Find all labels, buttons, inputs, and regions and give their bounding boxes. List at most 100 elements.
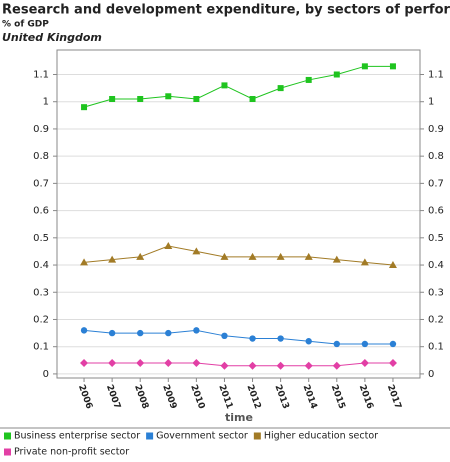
y2-tick-label: 0.2 [428, 314, 444, 325]
point [221, 82, 228, 89]
point [277, 85, 284, 92]
point [249, 95, 256, 102]
y-tick-label: 0.3 [33, 287, 49, 298]
point [108, 329, 116, 337]
point [108, 255, 117, 263]
y-tick-label: 0.6 [33, 206, 49, 217]
point [332, 255, 341, 263]
point [305, 338, 312, 345]
x-tick-label: 2014 [301, 383, 319, 410]
x-tick-label: 2007 [104, 383, 122, 410]
x-tick-label: 2012 [244, 383, 262, 410]
y-tick-label: 0.1 [33, 342, 49, 353]
point [360, 258, 369, 266]
y2-tick-label: 0 [428, 369, 434, 380]
y2-tick-label: 1.1 [428, 69, 444, 80]
series-line [83, 65, 393, 108]
point [164, 241, 173, 249]
y-tick-label: 0.8 [33, 151, 49, 162]
legend-swatch [253, 432, 261, 440]
point [193, 95, 200, 102]
series-line [84, 362, 393, 367]
point [248, 252, 257, 260]
point [165, 93, 172, 100]
point [137, 329, 144, 337]
y-tick-label: 0.5 [33, 233, 49, 244]
y-tick-label: 0.7 [33, 178, 49, 189]
y2-tick-label: 0.5 [428, 233, 444, 244]
x-tick-label: 2006 [76, 383, 94, 410]
legend-label: Government sector [156, 431, 248, 442]
y-tick-label: 0.4 [33, 260, 49, 271]
point [221, 332, 228, 340]
x-tick-label: 2009 [160, 383, 178, 410]
y2-tick-label: 0.8 [428, 151, 444, 162]
point [248, 361, 257, 370]
point [136, 359, 145, 368]
point [109, 95, 116, 102]
point [249, 335, 256, 342]
chart-subtitle: % of GDP [2, 20, 49, 30]
point [276, 252, 285, 260]
x-axis-label: time [225, 411, 253, 424]
point [304, 361, 313, 370]
point [81, 104, 88, 111]
point [333, 71, 340, 78]
x-tick-label: 2015 [329, 383, 347, 410]
y-tick-label: 1.1 [33, 69, 49, 80]
point [80, 359, 89, 368]
point [80, 327, 88, 334]
legend-label: Private non-profit sector [14, 447, 129, 458]
x-tick-label: 2017 [385, 383, 403, 410]
y-tick-label: 0 [43, 369, 49, 380]
point [193, 327, 200, 334]
point [137, 95, 144, 102]
point [333, 340, 340, 348]
point [389, 63, 396, 70]
x-tick-label: 2010 [188, 383, 206, 410]
plot-frame [56, 49, 421, 379]
point [277, 335, 284, 342]
y2-tick-label: 0.4 [428, 260, 444, 271]
legend-label: Business enterprise sector [14, 431, 140, 442]
series-line [83, 329, 393, 345]
point [220, 252, 229, 260]
point [164, 359, 173, 368]
y-tick-label: 1 [43, 97, 49, 108]
y2-tick-label: 0.6 [428, 206, 444, 217]
point [389, 340, 397, 348]
point [276, 361, 285, 370]
country-label: United Kingdom [2, 31, 102, 44]
point [136, 252, 145, 260]
legend-swatch [4, 432, 11, 440]
point [360, 359, 369, 368]
point [192, 247, 201, 255]
legend-swatch [146, 432, 154, 440]
y2-tick-label: 0.1 [428, 342, 444, 353]
y-tick-label: 0.2 [33, 314, 49, 325]
y2-tick-label: 0.7 [428, 178, 444, 189]
legend-label: Higher education sector [264, 431, 378, 442]
x-tick-label: 2011 [216, 383, 234, 410]
y2-tick-label: 0.9 [428, 124, 444, 135]
x-tick-label: 2013 [272, 383, 290, 410]
point [304, 252, 313, 260]
y2-tick-label: 0.3 [428, 287, 444, 298]
point [388, 261, 397, 269]
point [332, 361, 341, 370]
y-tick-label: 0.9 [33, 124, 49, 135]
point [305, 76, 312, 83]
point [388, 359, 397, 368]
legend-swatch [4, 448, 11, 456]
y2-tick-label: 1 [428, 97, 434, 108]
point [361, 63, 368, 70]
series-line [83, 245, 394, 266]
point [192, 359, 201, 368]
point [361, 340, 369, 348]
x-tick-label: 2016 [357, 383, 375, 410]
point [220, 361, 229, 370]
point [108, 359, 117, 368]
chart-title: Research and development expenditure, by… [2, 3, 450, 18]
point [165, 329, 172, 337]
